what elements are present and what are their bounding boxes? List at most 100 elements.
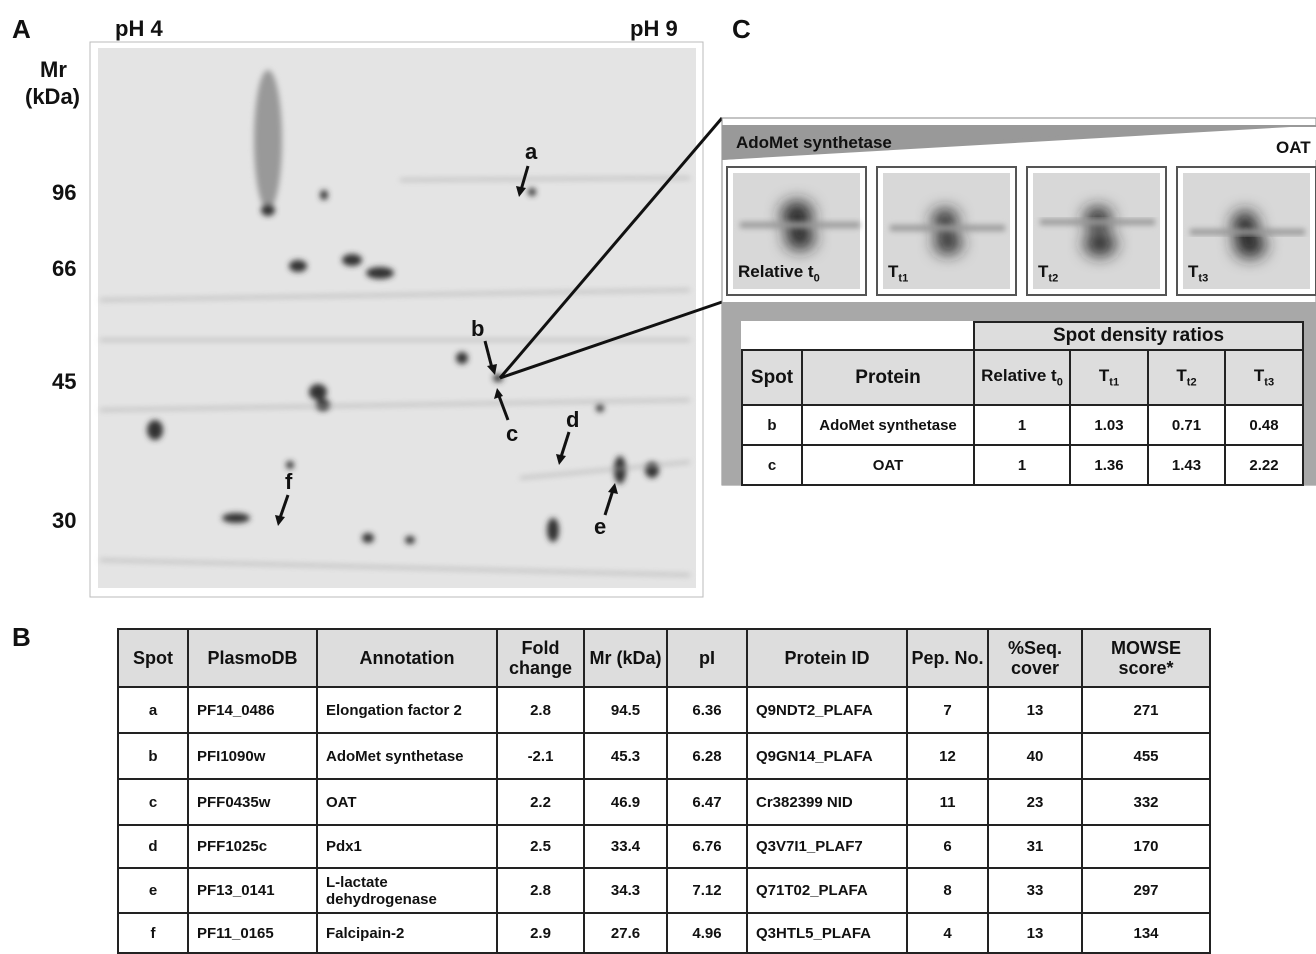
table-cell: 455 <box>1082 733 1210 779</box>
table-cell: -2.1 <box>497 733 584 779</box>
text: Relative t <box>981 366 1057 385</box>
table-cell: 2.2 <box>497 779 584 825</box>
table-cell: PFF1025c <box>188 825 317 868</box>
blank-cell <box>742 322 974 350</box>
mr-marker: 66 <box>52 256 76 282</box>
group-row: Spot density ratios <box>742 322 1303 350</box>
subscript: 0 <box>814 272 820 284</box>
table-cell: PFI1090w <box>188 733 317 779</box>
table-cell: e <box>118 868 188 913</box>
table-cell: PF11_0165 <box>188 913 317 953</box>
table-cell: 2.9 <box>497 913 584 953</box>
gradient-label: AdoMet synthetase <box>736 133 892 153</box>
table-cell: Cr382399 NID <box>747 779 907 825</box>
table-cell: 332 <box>1082 779 1210 825</box>
header-cell: MOWSE score* <box>1082 629 1210 687</box>
table-cell: 1.36 <box>1070 445 1148 485</box>
table-cell: L-lactate dehydrogenase <box>317 868 497 913</box>
table-cell: AdoMet synthetase <box>317 733 497 779</box>
table-cell: 6 <box>907 825 988 868</box>
table-cell: 4 <box>907 913 988 953</box>
table-cell: 6.36 <box>667 687 747 733</box>
table-cell: 34.3 <box>584 868 667 913</box>
spot-label: c <box>506 421 518 447</box>
panel-label: A <box>12 14 31 45</box>
page: A pH 4 pH 9 Mr (kDa) 96 66 45 30 a b c d… <box>0 0 1316 953</box>
ph-label: pH 4 <box>115 16 163 42</box>
header-row: SpotProteinRelative t0Tt1Tt2Tt3 <box>742 350 1303 405</box>
mr-marker: 30 <box>52 508 76 534</box>
table-cell: Q3HTL5_PLAFA <box>747 913 907 953</box>
image-caption: Tt1 <box>888 262 908 284</box>
text: Relative t <box>738 262 814 281</box>
table-cell: 27.6 <box>584 913 667 953</box>
table-cell: 23 <box>988 779 1082 825</box>
subscript: t1 <box>1109 377 1119 389</box>
image-caption: Tt3 <box>1188 262 1208 284</box>
table-cell: 6.76 <box>667 825 747 868</box>
table-cell: 46.9 <box>584 779 667 825</box>
table-cell: 2.5 <box>497 825 584 868</box>
table-cell: c <box>118 779 188 825</box>
mr-label: (kDa) <box>25 84 80 110</box>
table-cell: 1.43 <box>1148 445 1225 485</box>
table-cell: a <box>118 687 188 733</box>
panel-label: C <box>732 14 751 45</box>
table-cell: 2.8 <box>497 687 584 733</box>
spot-label: b <box>471 316 484 342</box>
table-cell: Elongation factor 2 <box>317 687 497 733</box>
spot-label: e <box>594 514 606 540</box>
table-cell: 0.71 <box>1148 405 1225 445</box>
table-cell: 13 <box>988 913 1082 953</box>
table-cell: 134 <box>1082 913 1210 953</box>
table-cell: 4.96 <box>667 913 747 953</box>
header-cell: PlasmoDB <box>188 629 317 687</box>
header-cell: Protein <box>802 350 974 405</box>
text: T <box>1176 366 1186 385</box>
table-cell: 297 <box>1082 868 1210 913</box>
table-row: aPF14_0486Elongation factor 22.894.56.36… <box>118 687 1210 733</box>
table-cell: b <box>742 405 802 445</box>
header-cell: %Seq. cover <box>988 629 1082 687</box>
group-header: Spot density ratios <box>974 322 1303 350</box>
table-cell: Q9NDT2_PLAFA <box>747 687 907 733</box>
subscript: t1 <box>898 272 908 284</box>
table-cell: 1.03 <box>1070 405 1148 445</box>
header-cell: Tt3 <box>1225 350 1303 405</box>
table-cell: PF13_0141 <box>188 868 317 913</box>
header-cell: Spot <box>742 350 802 405</box>
table-cell: 40 <box>988 733 1082 779</box>
subscript: t3 <box>1264 377 1274 389</box>
header-cell: pI <box>667 629 747 687</box>
text: T <box>1099 366 1109 385</box>
text: T <box>1254 366 1264 385</box>
table-row: bAdoMet synthetase11.030.710.48 <box>742 405 1303 445</box>
table-cell: b <box>118 733 188 779</box>
table-cell: 7 <box>907 687 988 733</box>
subscript: t2 <box>1187 377 1197 389</box>
header-cell: Mr (kDa) <box>584 629 667 687</box>
table-cell: 33 <box>988 868 1082 913</box>
table-cell: 2.8 <box>497 868 584 913</box>
table-cell: 11 <box>907 779 988 825</box>
table-cell: 6.47 <box>667 779 747 825</box>
subscript: 0 <box>1057 377 1063 389</box>
header-cell: Tt1 <box>1070 350 1148 405</box>
header-cell: Spot <box>118 629 188 687</box>
mr-label: Mr <box>40 57 67 83</box>
table-cell: 7.12 <box>667 868 747 913</box>
table-cell: 31 <box>988 825 1082 868</box>
header-cell: Pep. No. <box>907 629 988 687</box>
header-cell: Fold change <box>497 629 584 687</box>
panel-label: B <box>12 622 31 653</box>
gradient-label: OAT <box>1276 138 1311 158</box>
subscript: t2 <box>1048 272 1058 284</box>
text: T <box>888 262 898 281</box>
